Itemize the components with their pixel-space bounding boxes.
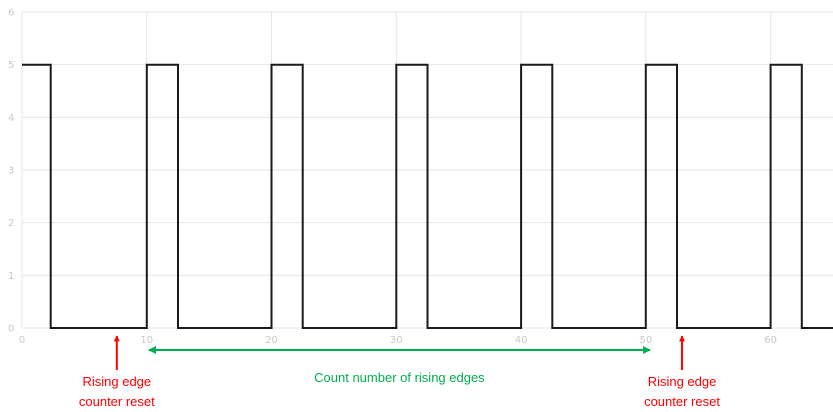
y-tick-label: 4: [8, 113, 14, 124]
count-edges-label: Count number of rising edges: [314, 370, 485, 385]
x-tick-label: 0: [19, 335, 25, 346]
signal-line: [22, 63, 833, 329]
y-tick-label: 1: [8, 271, 14, 282]
series-layer: [22, 63, 833, 329]
y-tick-label: 6: [8, 8, 14, 19]
y-tick-label: 2: [8, 218, 14, 229]
y-tick-label: 3: [8, 166, 14, 177]
x-tick-label: 20: [265, 335, 278, 346]
annotations: Rising edge counter reset Count number of …: [79, 335, 720, 409]
y-tick-label: 0: [8, 324, 14, 335]
reset-label-line1: Rising edge: [82, 374, 151, 389]
y-tick-label: 5: [8, 60, 14, 71]
x-tick-label: 40: [515, 335, 528, 346]
reset-label-line2: counter reset: [644, 394, 720, 409]
x-tick-label: 50: [639, 335, 652, 346]
x-tick-label: 60: [764, 335, 777, 346]
reset-label-line2: counter reset: [79, 394, 155, 409]
x-tick-label: 30: [390, 335, 403, 346]
x-tick-label: 10: [140, 335, 153, 346]
reset-label-line1: Rising edge: [648, 374, 717, 389]
